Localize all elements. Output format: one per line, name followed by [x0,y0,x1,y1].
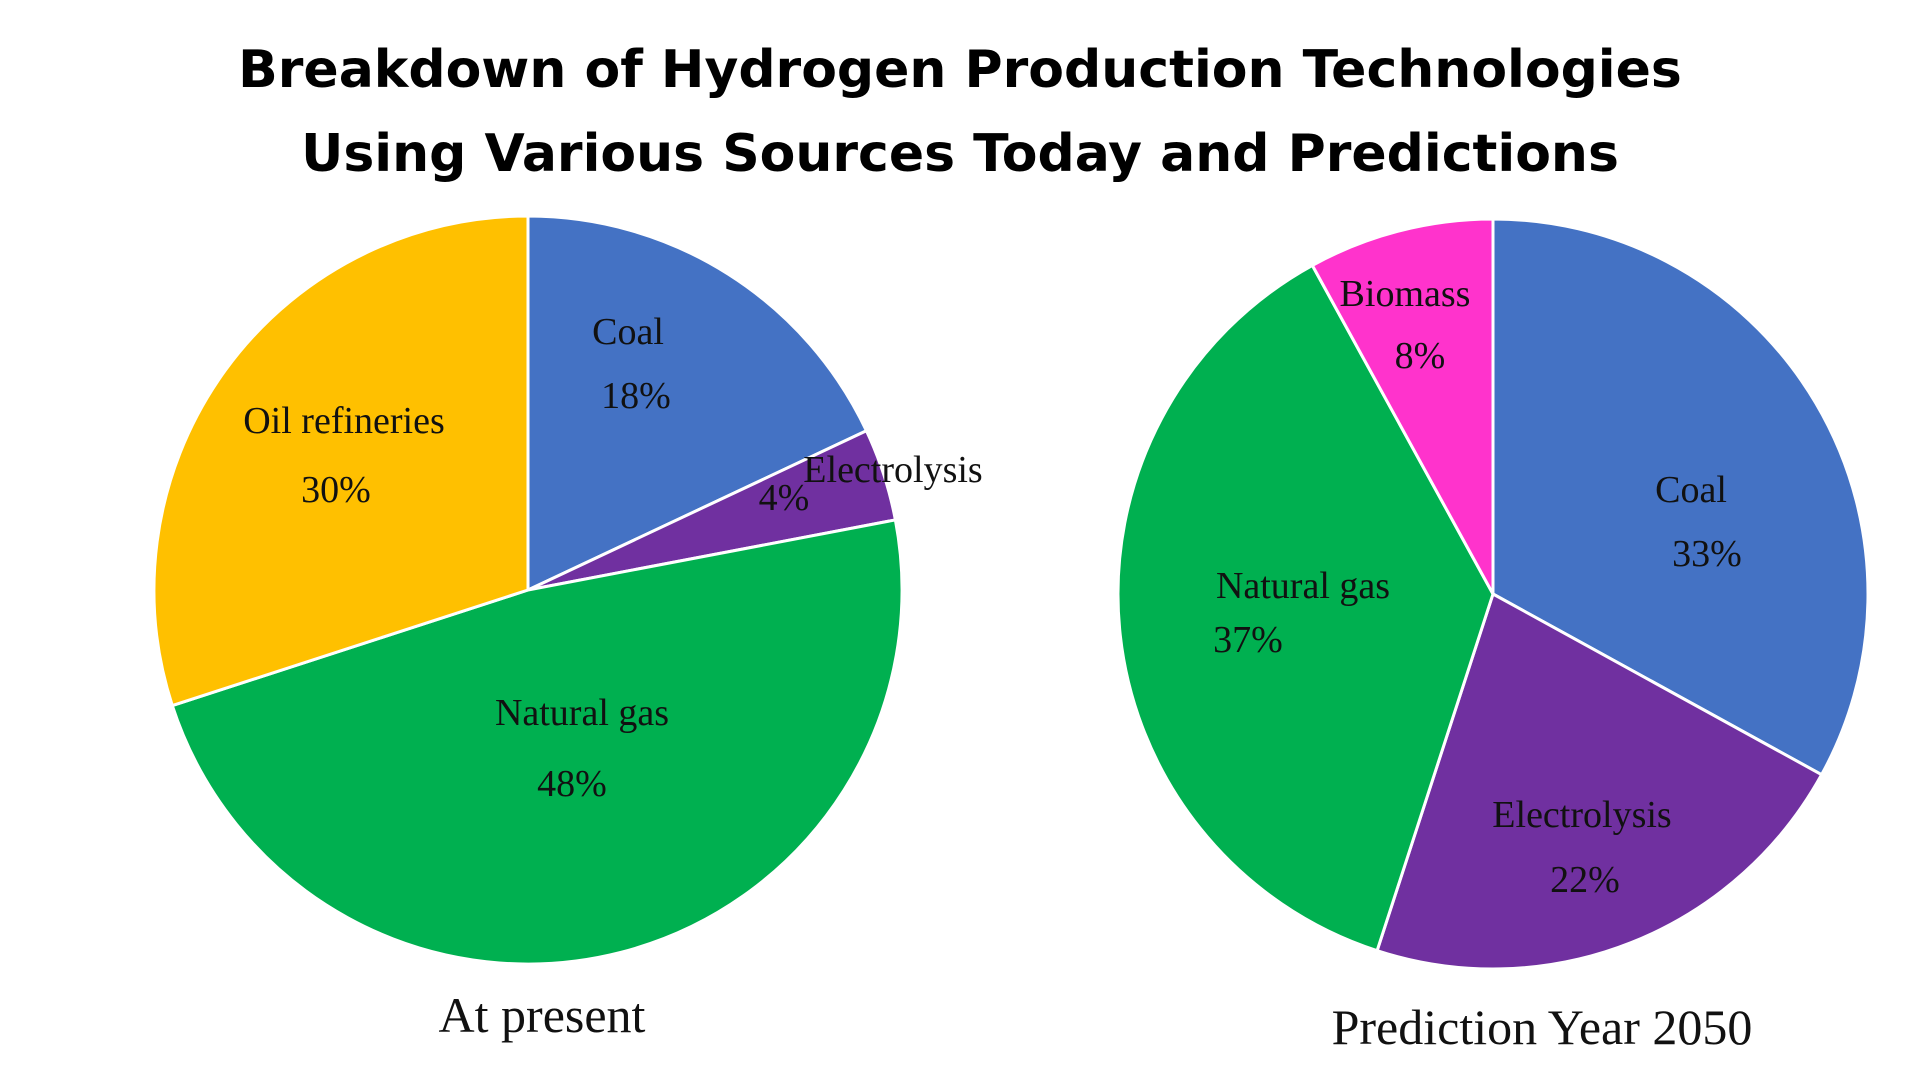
pie-slice-natural-gas [170,518,904,966]
slice-label-electrolysis: Electrolysis [803,449,982,491]
slice-value-oil-refineries: 30% [301,469,371,511]
slice-label-oil-refineries: Oil refineries [243,400,445,442]
slice-value-electrolysis: 22% [1550,859,1620,901]
slice-value-coal: 18% [601,375,671,417]
slice-value-natural-gas: 48% [537,763,607,805]
slice-label-biomass: Biomass [1340,273,1471,315]
slice-value-natural-gas: 37% [1213,619,1283,661]
pie-slice-electrolysis [1375,592,1824,971]
title-line-1: Breakdown of Hydrogen Production Technol… [238,40,1682,100]
slice-label-natural-gas: Natural gas [1216,565,1390,607]
pie-slice-coal [1491,217,1870,777]
title-line-2: Using Various Sources Today and Predicti… [301,124,1619,184]
slice-label-electrolysis: Electrolysis [1492,794,1671,836]
slice-value-coal: 33% [1672,533,1742,575]
chart-caption: At present [439,987,646,1043]
page-title: Breakdown of Hydrogen Production Technol… [0,28,1920,196]
slice-value-biomass: 8% [1395,335,1446,377]
pie-chart-2: Coal 33% Electrolysis 22% Natural gas 37% Biom… [1116,217,1870,1055]
pie-slice-coal [526,214,868,592]
chart-caption: Prediction Year 2050 [1332,999,1753,1055]
slice-label-coal: Coal [1655,469,1727,511]
pie-slice-oil-refineries [152,214,530,708]
slice-value-electrolysis: 4% [759,477,810,519]
slice-label-natural-gas: Natural gas [495,692,669,734]
slice-label-coal: Coal [592,311,664,353]
pie-slice-biomass [1310,217,1495,596]
pie-slice-natural-gas [1116,263,1495,953]
